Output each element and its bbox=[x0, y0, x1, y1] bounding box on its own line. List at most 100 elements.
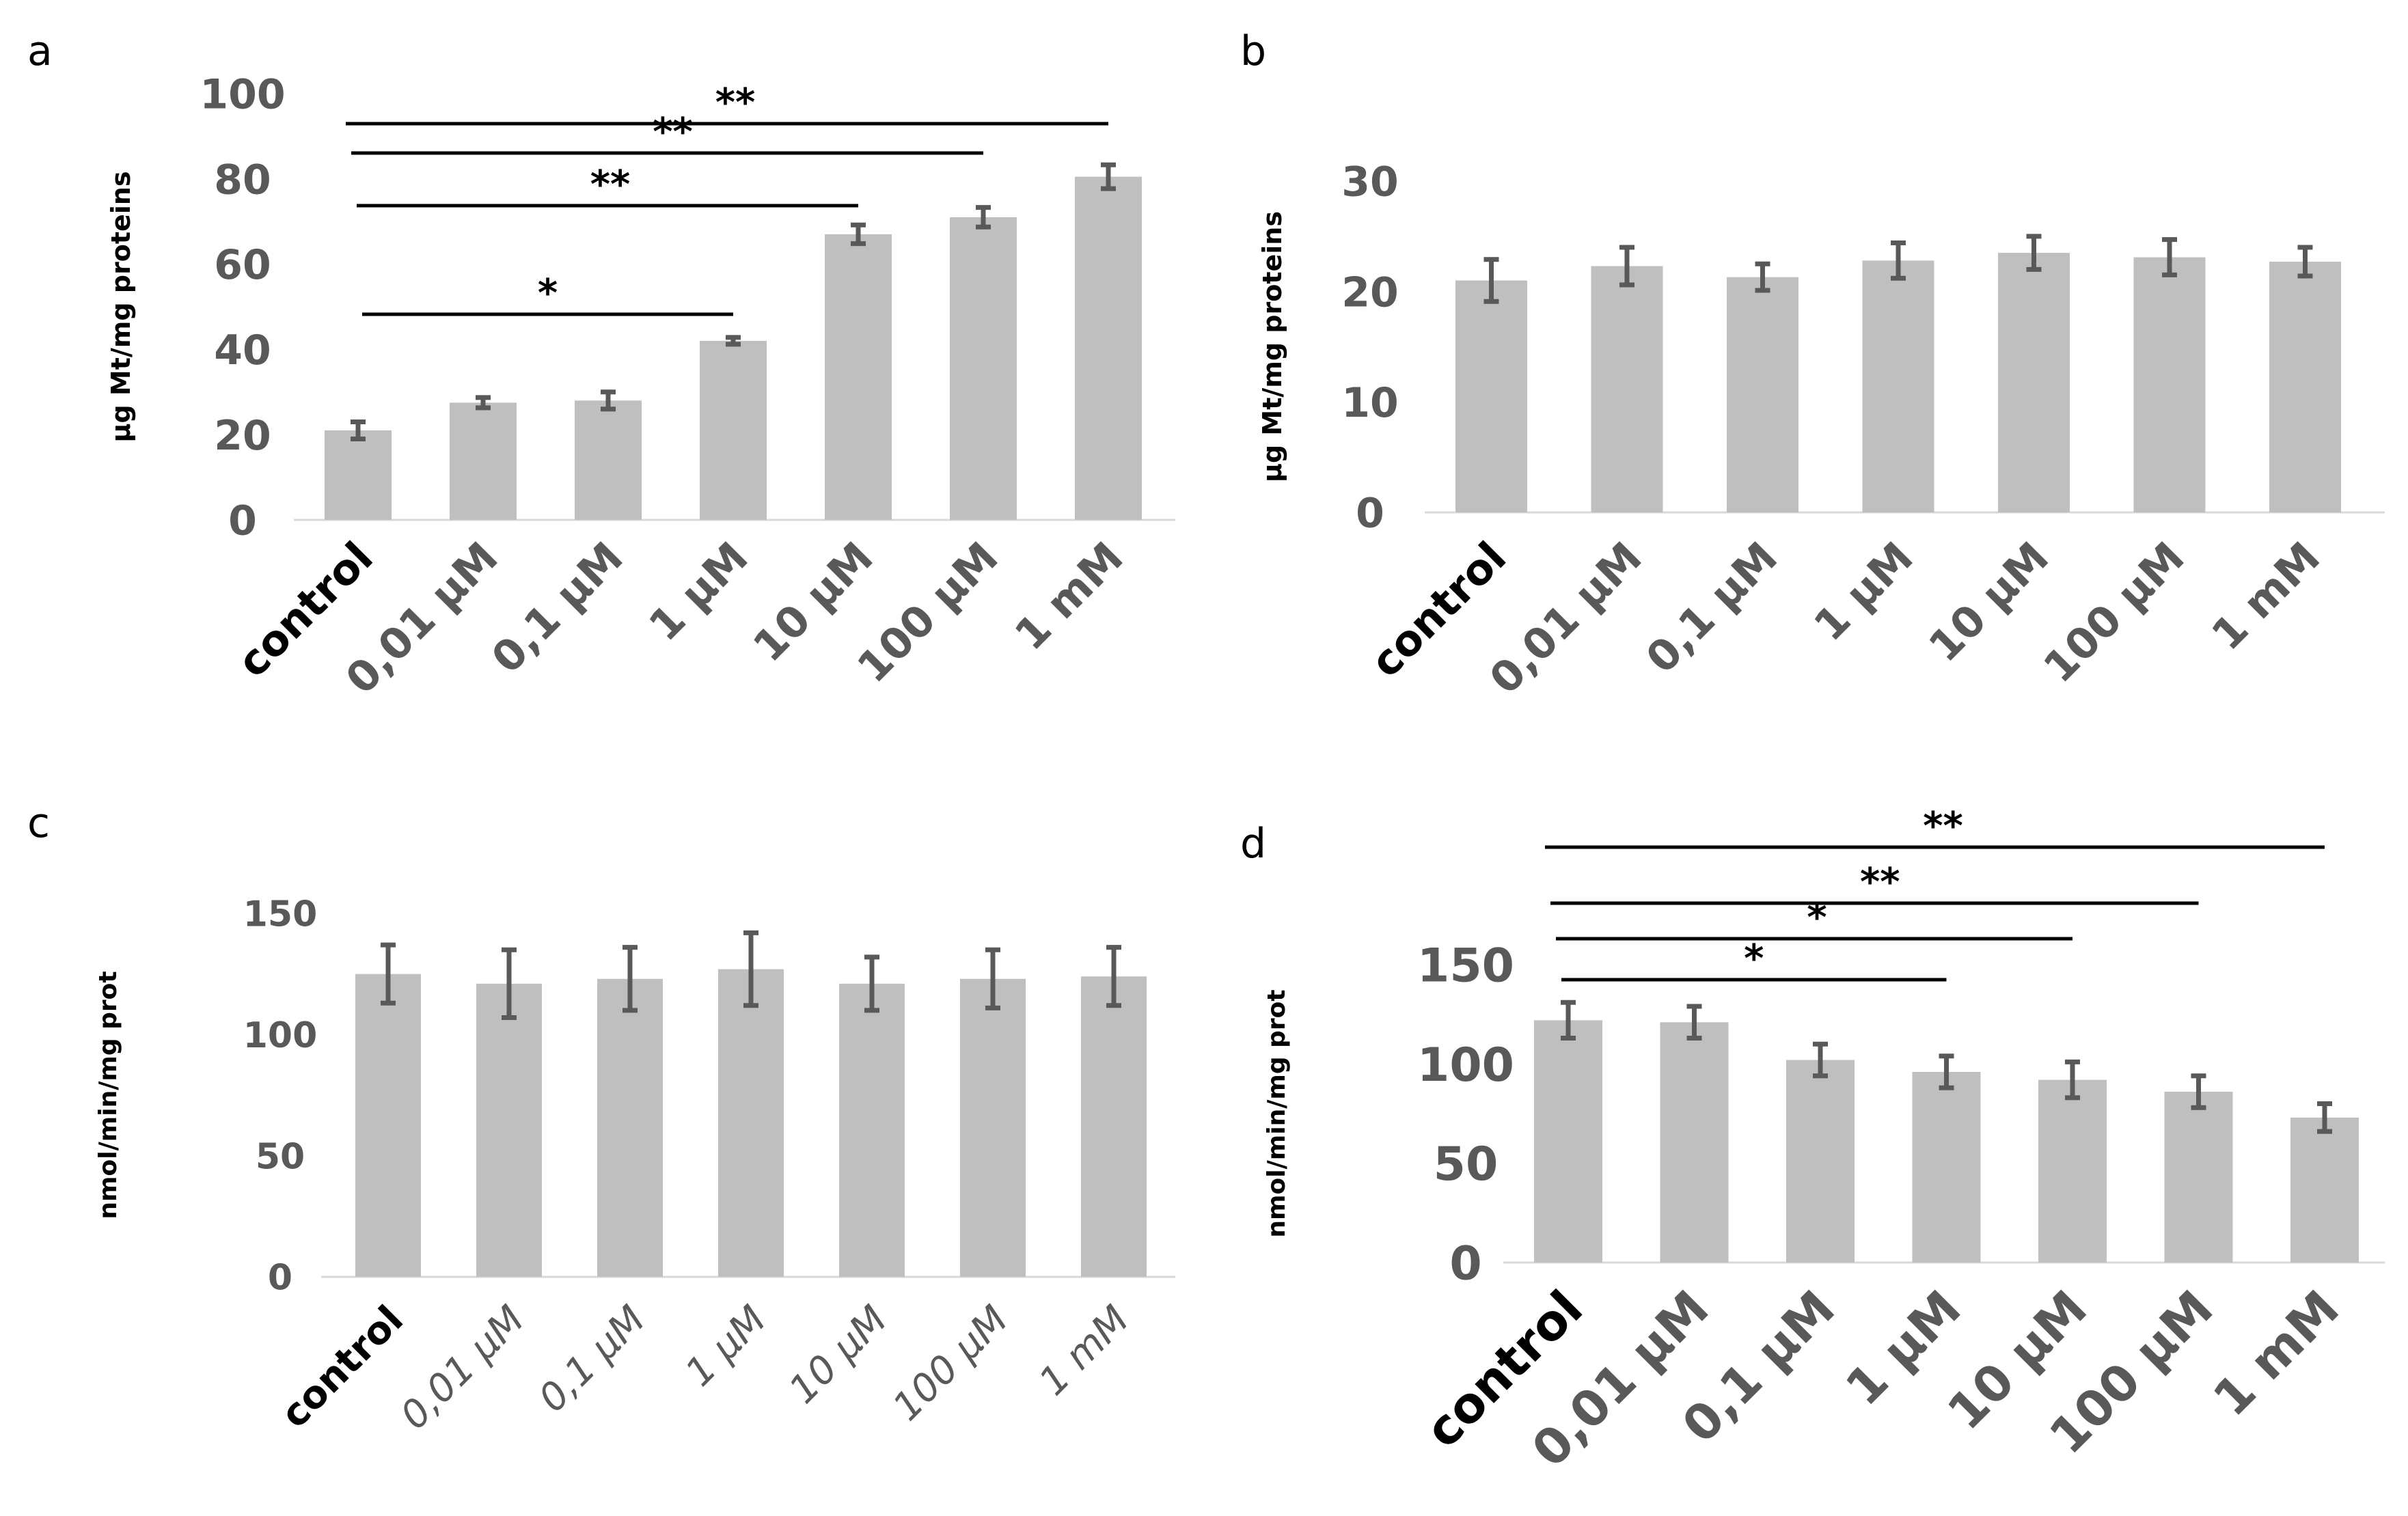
error-bar-1 bbox=[1561, 1000, 1576, 1041]
error-bar-4 bbox=[1939, 1053, 1954, 1090]
bar-3 bbox=[1727, 277, 1798, 512]
x-tick-label: 100 µM bbox=[2034, 532, 2193, 692]
y-tick-label: 20 bbox=[214, 412, 271, 460]
y-tick-label: 0 bbox=[268, 1258, 292, 1299]
panel-letter: a bbox=[27, 27, 53, 75]
y-tick-label: 150 bbox=[243, 894, 318, 935]
bar-2 bbox=[476, 983, 542, 1277]
bar-3 bbox=[1786, 1060, 1855, 1263]
bar-4 bbox=[1862, 260, 1934, 512]
y-tick-label: 60 bbox=[214, 241, 271, 289]
x-tick-label: 0,1 µM bbox=[1637, 532, 1787, 683]
y-tick-label: 10 bbox=[1341, 379, 1399, 427]
bar-6 bbox=[2164, 1092, 2233, 1263]
bar-4 bbox=[718, 969, 784, 1277]
error-bar-3 bbox=[622, 945, 638, 1013]
y-tick-label: 20 bbox=[1341, 268, 1399, 316]
error-bar-7 bbox=[1101, 162, 1116, 191]
significance-bracket: * bbox=[1561, 937, 1947, 982]
error-bar-5 bbox=[864, 954, 879, 1013]
error-bar-6 bbox=[2162, 237, 2177, 277]
bar-5 bbox=[1998, 253, 2070, 512]
y-axis-label: nmol/min/mg prot bbox=[94, 971, 122, 1219]
y-tick-label: 80 bbox=[214, 156, 271, 204]
error-bar-7 bbox=[2297, 245, 2313, 279]
bar-5 bbox=[825, 234, 892, 520]
x-tick-label: 100 µM bbox=[884, 1297, 1016, 1429]
error-bar-5 bbox=[2026, 234, 2042, 272]
y-tick-label: 50 bbox=[256, 1136, 305, 1177]
chart-panel-a: aµg Mt/mg proteins020406080100control0,0… bbox=[27, 27, 1175, 704]
bar-2 bbox=[1660, 1022, 1729, 1263]
bar-3 bbox=[575, 400, 642, 520]
bar-3 bbox=[597, 978, 663, 1277]
error-bar-1 bbox=[1483, 257, 1499, 304]
significance-bracket: ** bbox=[1550, 860, 2199, 905]
bar-6 bbox=[2133, 257, 2206, 512]
x-tick-label: 1 µM bbox=[639, 532, 757, 650]
error-bar-2 bbox=[1686, 1004, 1702, 1041]
bar-2 bbox=[450, 402, 517, 520]
error-bar-1 bbox=[351, 419, 366, 441]
significance-marker: ** bbox=[1860, 860, 1900, 905]
bar-1 bbox=[1534, 1020, 1602, 1263]
x-tick-label: 0,1 µM bbox=[482, 532, 632, 683]
significance-marker: * bbox=[1744, 937, 1764, 981]
y-tick-label: 0 bbox=[1356, 490, 1384, 538]
bar-7 bbox=[2290, 1117, 2359, 1263]
x-tick-label: 1 mM bbox=[2202, 532, 2329, 660]
significance-bracket: ** bbox=[351, 110, 983, 155]
bar-2 bbox=[1591, 266, 1663, 512]
error-bar-7 bbox=[1106, 945, 1121, 1008]
y-tick-label: 50 bbox=[1434, 1138, 1499, 1191]
error-bar-6 bbox=[2191, 1073, 2206, 1110]
error-bar-3 bbox=[601, 389, 616, 412]
x-tick-label: 1 µM bbox=[677, 1297, 775, 1395]
error-bar-6 bbox=[976, 205, 991, 230]
error-bar-3 bbox=[1813, 1041, 1828, 1079]
error-bar-1 bbox=[381, 942, 396, 1006]
x-tick-label: 10 µM bbox=[1919, 532, 2058, 672]
y-tick-label: 100 bbox=[1417, 1038, 1514, 1092]
significance-bracket: ** bbox=[1545, 804, 2325, 849]
significance-marker: * bbox=[538, 271, 558, 316]
y-tick-label: 30 bbox=[1341, 159, 1399, 206]
bar-5 bbox=[839, 983, 905, 1277]
significance-marker: ** bbox=[653, 110, 693, 154]
panel-letter: d bbox=[1240, 820, 1266, 868]
error-bar-2 bbox=[476, 395, 491, 411]
significance-bracket: ** bbox=[346, 81, 1108, 126]
bar-4 bbox=[700, 340, 767, 520]
bar-5 bbox=[2038, 1079, 2107, 1263]
y-axis-label: µg Mt/mg proteins bbox=[1257, 211, 1287, 482]
x-tick-label: 1 mM bbox=[2202, 1280, 2350, 1427]
y-tick-label: 0 bbox=[228, 497, 257, 545]
y-tick-label: 100 bbox=[200, 71, 285, 119]
y-tick-label: 0 bbox=[1449, 1237, 1481, 1291]
error-bar-3 bbox=[1755, 261, 1770, 293]
x-tick-label: 0,01 µM bbox=[392, 1297, 533, 1438]
bar-7 bbox=[1075, 176, 1142, 520]
error-bar-4 bbox=[743, 930, 758, 1008]
panel-letter: c bbox=[27, 799, 50, 847]
y-tick-label: 150 bbox=[1417, 939, 1514, 993]
significance-bracket: ** bbox=[357, 163, 858, 208]
bar-1 bbox=[355, 974, 421, 1277]
y-axis-label: nmol/min/mg prot bbox=[1263, 989, 1291, 1237]
significance-marker: ** bbox=[590, 163, 631, 207]
panel-letter: b bbox=[1240, 27, 1266, 75]
y-tick-label: 40 bbox=[214, 327, 271, 374]
bar-1 bbox=[1455, 280, 1527, 512]
significance-marker: ** bbox=[715, 81, 756, 125]
x-tick-label: 10 µM bbox=[781, 1297, 896, 1412]
error-bar-2 bbox=[1619, 245, 1634, 288]
error-bar-2 bbox=[502, 947, 517, 1021]
bar-1 bbox=[325, 430, 392, 520]
bar-6 bbox=[950, 217, 1017, 520]
bar-6 bbox=[960, 978, 1026, 1277]
x-tick-label: 1 µM bbox=[1804, 532, 1922, 650]
bar-7 bbox=[2269, 262, 2341, 512]
